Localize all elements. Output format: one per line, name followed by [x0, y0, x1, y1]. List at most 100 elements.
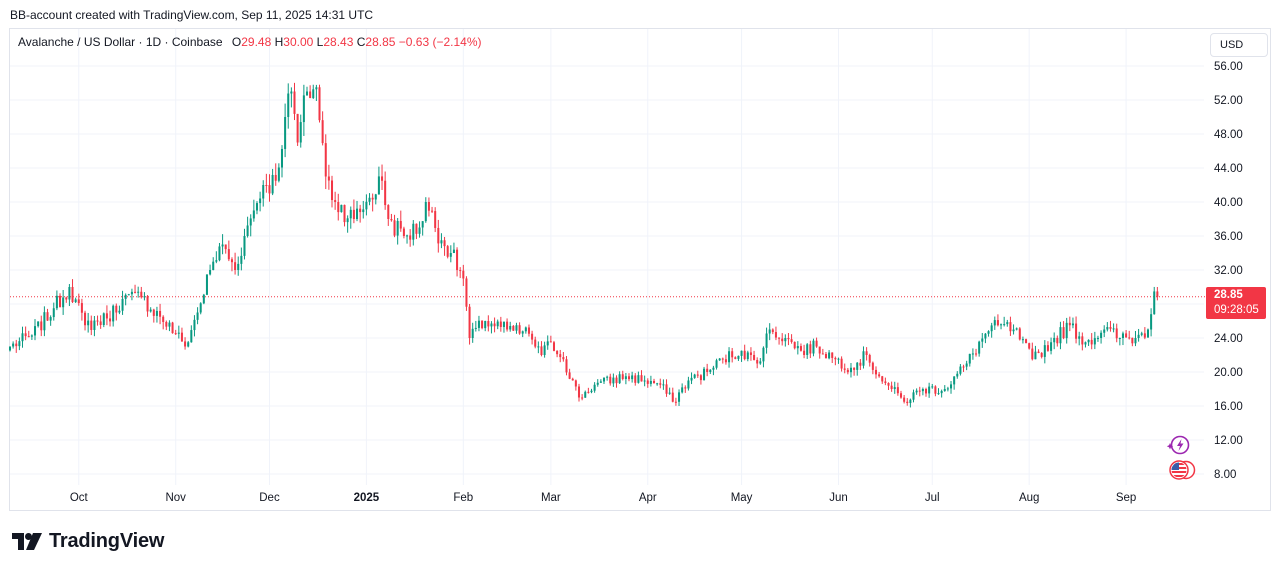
candle-body [1056, 337, 1059, 344]
candle-body [115, 305, 118, 313]
candle-body [590, 390, 593, 393]
brand-name: TradingView [49, 530, 165, 552]
candle-body [671, 392, 674, 402]
candle-body [903, 397, 906, 402]
candle-body [352, 209, 355, 219]
candle-body [1153, 291, 1156, 315]
candle-body [33, 326, 37, 336]
candle-body [718, 358, 721, 361]
candle-body [968, 353, 971, 364]
candle-body [668, 392, 671, 394]
candle-body [99, 321, 102, 325]
candle-body [812, 340, 815, 354]
candle-body [462, 270, 465, 279]
candle-body [134, 291, 137, 293]
candle-body [659, 383, 662, 385]
candle-body [853, 367, 856, 370]
candle-body [346, 218, 349, 223]
candle-body [452, 249, 455, 253]
x-tick-label: Nov [165, 492, 186, 504]
y-tick-label: 12.00 [1214, 435, 1243, 447]
candle-body [865, 351, 868, 355]
candle-body [62, 297, 65, 308]
candle-body [1100, 332, 1103, 338]
candle-body [280, 148, 284, 168]
candle-body [1146, 329, 1149, 338]
candle-body [587, 391, 590, 393]
candle-body [693, 374, 696, 378]
candle-body [1065, 322, 1068, 339]
candle-body [509, 325, 512, 330]
y-tick-label: 36.00 [1214, 231, 1243, 243]
symbol-title[interactable]: Avalanche / US Dollar · 1D · Coinbase [18, 35, 223, 49]
candle-body [1040, 352, 1043, 357]
us-flag-icon[interactable] [1168, 460, 1196, 480]
candle-body [477, 320, 480, 328]
candle-body [874, 369, 878, 375]
candle-body [684, 387, 687, 389]
candle-body [415, 223, 418, 234]
candle-body [1006, 322, 1009, 325]
candle-body [159, 310, 162, 317]
candle-body [881, 376, 884, 382]
candle-body [1037, 351, 1040, 353]
candle-body [418, 227, 421, 234]
candle-body [334, 200, 337, 202]
candle-body [562, 357, 565, 360]
candle-body [27, 336, 30, 338]
candle-body [127, 294, 130, 296]
candle-body [703, 368, 706, 381]
candle-body [1053, 337, 1056, 343]
candle-body [1009, 322, 1012, 332]
candle-body [565, 359, 568, 373]
candle-body [924, 389, 928, 394]
candle-body [1046, 345, 1049, 351]
candle-body [552, 342, 555, 351]
candle-body [74, 299, 77, 303]
candle-body [384, 180, 387, 206]
candle-body [24, 333, 27, 337]
candle-body [849, 367, 852, 373]
candle-body [371, 197, 374, 200]
candle-body [84, 312, 87, 326]
candle-body [737, 355, 740, 359]
candle-body [431, 210, 434, 212]
candle-body [162, 316, 165, 322]
currency-button[interactable]: USD [1210, 33, 1268, 57]
candle-body [18, 341, 21, 347]
candle-body [824, 353, 827, 359]
x-tick-label: Oct [70, 492, 89, 504]
candle-body [884, 381, 887, 383]
candle-body [809, 344, 812, 354]
candle-body [474, 327, 477, 329]
candle-body [1128, 337, 1131, 339]
candle-body [887, 382, 890, 386]
candle-body [234, 262, 237, 270]
candle-body [706, 368, 709, 372]
candle-body [749, 352, 752, 355]
candle-body [327, 176, 330, 181]
candle-body [818, 346, 821, 354]
candle-body [1096, 337, 1099, 339]
tradingview-brand[interactable]: TradingView [12, 530, 164, 553]
candle-body [934, 386, 937, 394]
candle-body [493, 323, 496, 327]
candle-body [65, 297, 68, 300]
candle-body [1103, 329, 1106, 333]
candle-body [743, 350, 746, 360]
candle-body [846, 369, 849, 373]
candle-body [124, 294, 127, 299]
candle-body [302, 95, 305, 123]
lightning-event-icon[interactable] [1166, 434, 1192, 463]
candle-body [950, 384, 953, 389]
close-value: 28.85 [365, 35, 396, 49]
candle-body [274, 174, 277, 181]
candle-body [756, 359, 759, 364]
candle-body [109, 318, 112, 322]
candle-body [596, 382, 599, 385]
candle-body [502, 321, 505, 327]
candle-body [393, 220, 396, 236]
candle-body [793, 341, 796, 349]
candle-body [265, 185, 268, 186]
